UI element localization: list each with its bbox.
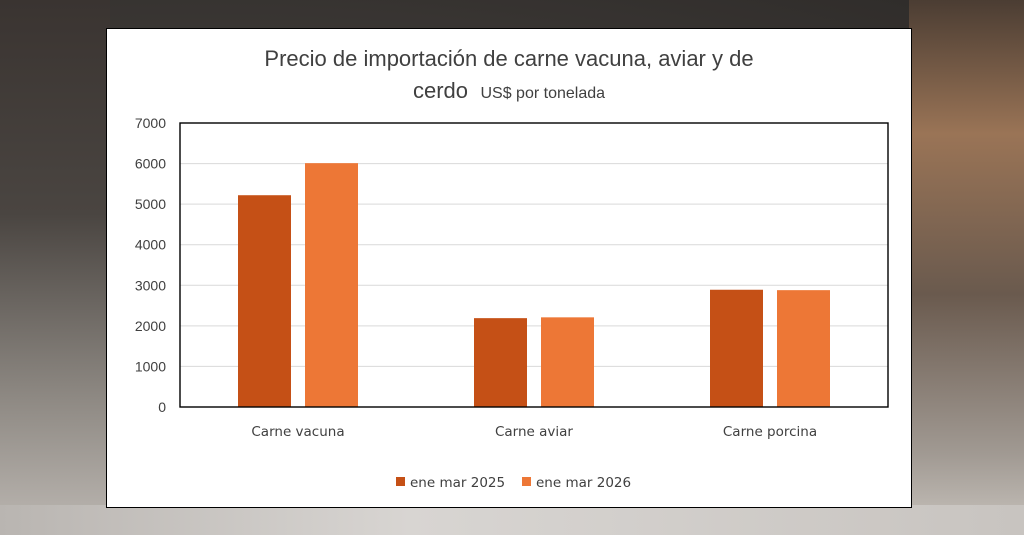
x-category-label: Carne porcina	[723, 424, 817, 440]
y-tick-label: 5000	[135, 196, 166, 212]
y-tick-label: 1000	[135, 358, 166, 374]
y-tick-label: 2000	[135, 318, 166, 334]
bar-carne-porcina-2	[777, 290, 830, 407]
y-axis-ticks: 0 1000 2000 3000 4000 5000 6000 7000	[135, 115, 166, 415]
x-axis-categories: Carne vacuna Carne aviar Carne porcina	[251, 424, 817, 440]
legend: ene mar 2025 ene mar 2026	[396, 475, 631, 491]
bar-carne-porcina-1	[710, 289, 763, 407]
bar-carne-vacuna-1	[238, 195, 291, 407]
background-left	[0, 0, 110, 535]
background-right	[909, 0, 1024, 535]
legend-label: ene mar 2026	[536, 475, 631, 491]
y-tick-label: 0	[158, 399, 166, 415]
chart-title-main: cerdo	[413, 78, 468, 103]
gridlines	[180, 163, 888, 367]
legend-label: ene mar 2025	[410, 475, 505, 491]
chart-title-line2: cerdo US$ por tonelada	[413, 78, 605, 103]
bar-chart: Precio de importación de carne vacuna, a…	[135, 46, 889, 491]
bars	[238, 163, 830, 407]
chart-title-unit: US$ por tonelada	[480, 85, 605, 102]
background-bottom	[0, 505, 1024, 535]
bar-carne-aviar-1	[474, 318, 527, 407]
legend-swatch	[522, 477, 531, 486]
bar-carne-aviar-2	[541, 317, 594, 407]
bar-carne-vacuna-2	[305, 163, 358, 407]
y-tick-label: 6000	[135, 156, 166, 172]
y-tick-label: 3000	[135, 277, 166, 293]
chart-card: Precio de importación de carne vacuna, a…	[106, 28, 912, 508]
legend-swatch	[396, 477, 405, 486]
x-category-label: Carne aviar	[495, 424, 573, 440]
chart-title-line1: Precio de importación de carne vacuna, a…	[264, 46, 753, 71]
x-category-label: Carne vacuna	[251, 424, 344, 440]
y-tick-label: 7000	[135, 115, 166, 131]
y-tick-label: 4000	[135, 237, 166, 253]
plot-frame	[179, 122, 889, 408]
